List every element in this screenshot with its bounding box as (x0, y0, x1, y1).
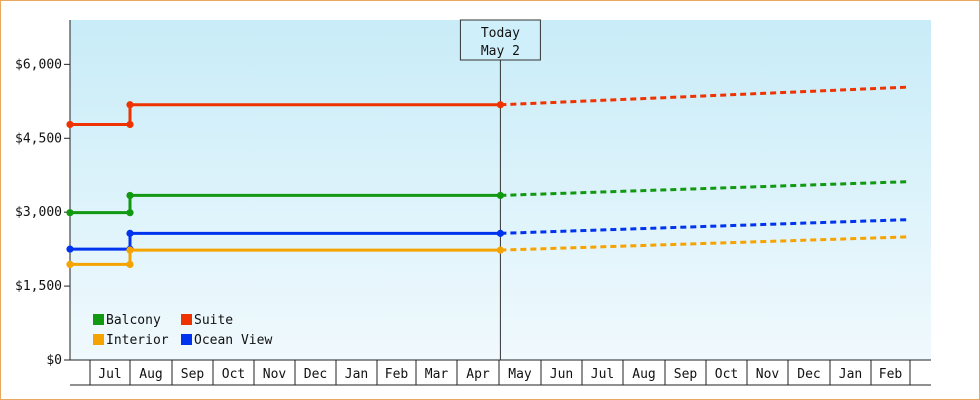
x-tick-label: Dec (797, 367, 820, 382)
today-marker: Today May 2 (459, 19, 541, 360)
x-tick-label: Aug (632, 367, 655, 382)
data-point-suite (126, 101, 134, 109)
x-tick-label: Aug (139, 367, 162, 382)
legend-label-interior: Interior (106, 333, 169, 348)
y-tick-label: $6,000 (15, 57, 62, 72)
data-point-ocean-view (496, 229, 504, 237)
x-tick-label: Dec (304, 367, 327, 382)
series-projection-ocean-view (500, 218, 911, 235)
series-line-suite (70, 103, 501, 126)
data-point-interior (496, 246, 504, 254)
series-line-interior (70, 248, 501, 266)
y-axis: $0 $1,500 $3,000 $4,500 $6,000 (15, 20, 71, 368)
data-point-suite (126, 120, 134, 129)
data-point-ocean-view (126, 229, 134, 237)
x-tick-label: Sep (181, 367, 205, 382)
x-tick-label: Jun (550, 367, 573, 382)
legend-swatch-ocean-view (181, 334, 192, 345)
series-projection-suite (500, 85, 911, 107)
data-point-balcony (126, 209, 134, 217)
legend-swatch-balcony (93, 314, 104, 325)
data-point-suite (496, 101, 504, 109)
x-tick-label: Jul (591, 367, 614, 382)
x-tick-label: Nov (263, 367, 287, 382)
legend-label-ocean-view: Ocean View (194, 333, 272, 348)
data-point-ocean-view (66, 245, 74, 253)
data-point-balcony (496, 191, 504, 200)
data-point-interior (66, 260, 74, 269)
today-label: Today (481, 26, 520, 41)
y-tick-label: $4,500 (15, 131, 62, 146)
series-line-balcony (70, 193, 501, 215)
legend: Balcony Suite Interior Ocean View (93, 313, 272, 348)
data-point-balcony (66, 209, 74, 217)
series-projection-interior (500, 235, 911, 252)
x-tick-label: Sep (674, 367, 698, 382)
x-tick-label: Oct (715, 367, 738, 382)
data-point-interior (126, 246, 134, 254)
x-axis: Jul Aug Sep Oct Nov Dec Jan Feb Mar Apr May Jun Jul A… (70, 359, 931, 386)
today-date-label: May 2 (481, 44, 520, 59)
x-tick-label: Oct (222, 367, 245, 382)
y-tick-label: $3,000 (15, 205, 62, 220)
x-tick-label: Apr (466, 367, 490, 382)
series-line-ocean-view (70, 231, 501, 251)
legend-swatch-interior (93, 334, 104, 345)
x-tick-label: Jan (345, 367, 368, 382)
series-projection-balcony (500, 180, 911, 197)
y-tick-label: $0 (46, 353, 62, 368)
legend-label-balcony: Balcony (106, 313, 161, 328)
x-tick-label: Jan (839, 367, 862, 382)
x-tick-label: Feb (385, 367, 409, 382)
x-tick-label: Jul (98, 367, 121, 382)
x-tick-label: Nov (756, 367, 780, 382)
y-tick-label: $1,500 (15, 279, 62, 294)
x-tick-label: Feb (879, 367, 903, 382)
legend-swatch-suite (181, 314, 192, 325)
data-point-interior (126, 260, 134, 269)
data-point-suite (66, 120, 74, 129)
x-tick-label: Mar (425, 367, 449, 382)
today-label-box (459, 19, 541, 61)
legend-label-suite: Suite (194, 313, 233, 328)
series-layer (66, 85, 911, 269)
data-point-balcony (126, 191, 134, 200)
x-tick-label: May (508, 367, 532, 382)
